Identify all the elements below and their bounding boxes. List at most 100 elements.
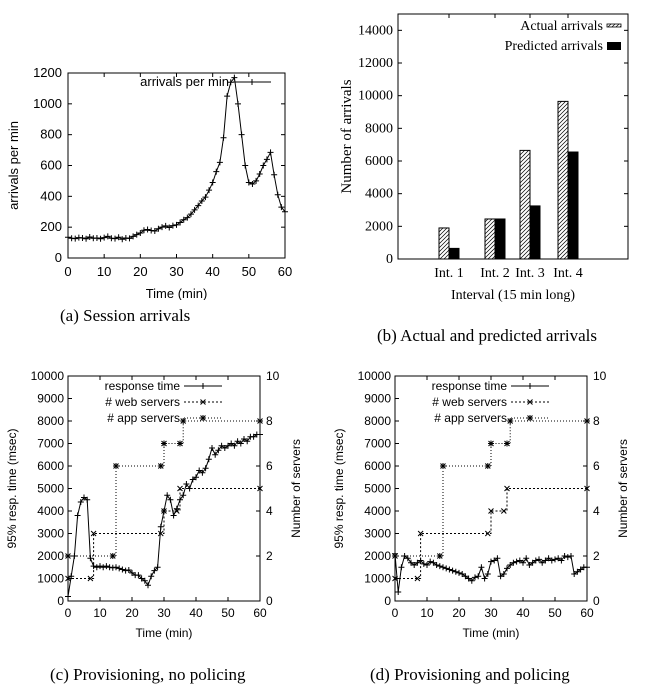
data-point [417, 530, 424, 537]
data-point [119, 236, 126, 243]
data-point [523, 555, 530, 562]
data-point [184, 214, 191, 221]
data-point [392, 553, 398, 559]
data-point [571, 571, 578, 577]
y-tick-label: 9000 [37, 392, 64, 406]
data-point [173, 221, 180, 228]
data-point [65, 593, 71, 600]
y-axis-label: 95% resp. time (msec) [332, 428, 346, 548]
data-point [180, 216, 187, 223]
y-tick-label: 6000 [37, 459, 64, 473]
data-point [545, 555, 552, 562]
data-point [436, 563, 443, 570]
data-point [536, 556, 542, 563]
data-point [497, 573, 504, 580]
data-point [177, 485, 183, 492]
data-point [115, 234, 122, 241]
data-point [145, 582, 151, 589]
bar-actual [438, 227, 450, 260]
x-axis-label: Time (min) [463, 626, 520, 640]
data-point [568, 553, 574, 559]
y-axis-label: 95% resp. time (msec) [5, 428, 19, 548]
y-tick-label: 3000 [37, 527, 64, 541]
y-axis-label: arrivals per min [6, 121, 21, 210]
data-point [180, 418, 187, 424]
data-point [478, 564, 485, 571]
bar-predicted [529, 205, 541, 260]
data-point [411, 562, 418, 568]
data-point [228, 440, 235, 447]
chart-provisioning-no-policing: 0 10 20 30 40 50 60010002000300040005000600070… [5, 369, 303, 640]
data-point [65, 234, 71, 241]
y-tick-label: 6000 [364, 459, 391, 473]
legend-marker [200, 399, 206, 405]
data-point [183, 481, 190, 487]
data-point [140, 227, 147, 234]
bar-predicted [448, 247, 460, 260]
data-point [271, 171, 278, 178]
data-point [408, 559, 414, 566]
data-point [245, 179, 252, 186]
y2-tick-label: 10 [266, 369, 280, 383]
chart-provisioning-and-policing: 0 10 20 30 40 50 60010002000300040005000600070… [332, 369, 630, 640]
x-tick-label: 30 [169, 264, 183, 279]
data-point [187, 211, 194, 218]
y-tick-label: 3000 [364, 527, 391, 541]
data-point [548, 557, 555, 564]
data-point [164, 492, 171, 499]
data-point [97, 563, 103, 570]
data-point [141, 577, 148, 584]
data-point [491, 557, 498, 564]
data-point [216, 159, 223, 166]
data-point [97, 235, 104, 242]
data-point [436, 553, 443, 559]
legend-marker [527, 399, 533, 405]
data-point [430, 559, 437, 566]
data-point [257, 485, 263, 492]
legend-marker [200, 415, 206, 421]
y-tick-label: 0 [384, 594, 391, 608]
data-point [225, 442, 231, 449]
data-point [196, 467, 203, 474]
data-point [510, 559, 517, 566]
legend-label: response time [432, 379, 508, 393]
data-point [195, 202, 202, 209]
data-point [87, 575, 94, 582]
data-point [449, 567, 456, 574]
y-tick-label: 2000 [364, 549, 391, 563]
caption-b: (b) Actual and predicted arrivals [377, 326, 597, 345]
plot-frame [67, 72, 286, 259]
data-point [202, 194, 209, 201]
y-tick-label: 1200 [33, 65, 62, 80]
data-point [440, 564, 446, 571]
data-point [104, 233, 111, 240]
data-point [220, 134, 227, 141]
data-point [561, 553, 568, 559]
y-tick-label: 9000 [364, 392, 391, 406]
data-point [513, 558, 520, 565]
y2-tick-label: 8 [593, 414, 600, 428]
data-point [555, 555, 562, 562]
data-point [209, 445, 215, 451]
data-point [241, 436, 247, 442]
x-tick-label: Int. 3 [515, 266, 545, 281]
data-point [257, 418, 263, 424]
data-point [414, 559, 421, 566]
legend-marker [200, 383, 206, 389]
data-point [109, 553, 116, 559]
legend-label: # app servers [107, 411, 180, 425]
y-tick-label: 14000 [358, 23, 393, 38]
data-point [260, 162, 267, 169]
data-point [542, 557, 549, 564]
bar-predicted [494, 218, 506, 260]
caption-c: (c) Provisioning, no policing [50, 665, 246, 684]
caption-a: (a) Session arrivals [60, 306, 191, 325]
data-point [278, 204, 285, 211]
data-point [74, 512, 81, 519]
data-point [148, 573, 155, 580]
series-web-servers [68, 488, 260, 579]
y-tick-label: 5000 [364, 482, 391, 496]
data-point [137, 230, 144, 237]
legend-label: # app servers [434, 411, 507, 425]
data-point [166, 224, 173, 231]
